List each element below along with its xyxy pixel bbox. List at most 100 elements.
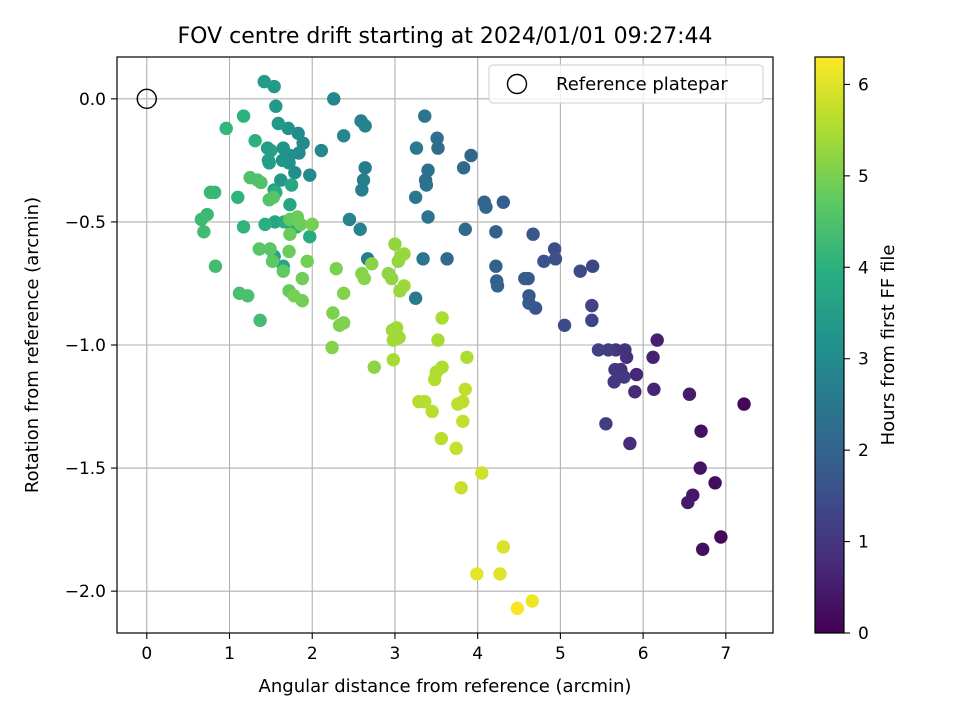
scatter-point	[271, 116, 286, 131]
scatter-point	[325, 340, 339, 355]
scatter-point	[197, 225, 211, 239]
scatter-point	[326, 306, 340, 320]
x-axis-label: Angular distance from reference (arcmin)	[259, 676, 632, 697]
scatter-point	[203, 185, 218, 200]
scatter-point	[434, 431, 448, 446]
colorbar-tick-label: 0	[858, 624, 869, 644]
scatter-point	[573, 264, 587, 278]
y-tick-label: −1.0	[65, 336, 106, 356]
legend: Reference platepar	[488, 64, 764, 104]
colorbar-tick-label: 1	[858, 533, 869, 553]
scatter-point	[418, 109, 432, 123]
scatter-point	[425, 404, 439, 419]
scatter-point	[295, 271, 310, 286]
scatter-point	[693, 461, 707, 475]
scatter-point	[287, 289, 301, 303]
colorbar-tick-label: 3	[858, 350, 869, 370]
y-axis-ticks: 0.0 −0.5 −1.0 −1.5 −2.0	[65, 90, 117, 602]
scatter-point	[430, 131, 444, 145]
scatter-point	[479, 200, 493, 214]
colorbar-tick-label: 4	[858, 258, 869, 278]
scatter-point	[248, 133, 262, 148]
scatter-point	[599, 417, 613, 431]
scatter-point	[397, 247, 411, 261]
colorbar-tick-label: 5	[858, 167, 869, 187]
scatter-point	[490, 279, 505, 293]
scatter-point	[265, 254, 280, 269]
scatter-point	[454, 481, 468, 495]
scatter-point	[493, 567, 507, 581]
colorbar-label: Hours from first FF file	[878, 245, 899, 446]
scatter-point	[629, 367, 644, 382]
scatter-point	[628, 385, 642, 399]
scatter-point	[357, 271, 372, 286]
scatter-point	[283, 197, 297, 212]
scatter-point	[537, 254, 551, 269]
scatter-point	[336, 316, 351, 330]
scatter-point	[336, 286, 351, 301]
x-tick-label: 7	[720, 644, 731, 664]
scatter-point	[267, 79, 281, 94]
scatter-point	[585, 298, 599, 313]
scatter-point	[358, 161, 372, 175]
scatter-point	[358, 119, 372, 133]
scatter-point	[470, 567, 484, 581]
scatter-point	[526, 227, 540, 241]
scatter-point	[681, 495, 695, 510]
x-tick-label: 2	[307, 644, 318, 664]
scatter-point	[518, 271, 532, 286]
scatter-point	[276, 264, 290, 278]
x-tick-label: 0	[141, 644, 152, 664]
scatter-point	[293, 217, 308, 232]
scatter-point	[253, 313, 267, 328]
scatter-point	[419, 178, 434, 192]
scatter-point	[456, 394, 470, 409]
scatter-point	[601, 343, 616, 357]
scatter-point	[408, 291, 423, 305]
scatter-point	[496, 540, 511, 554]
scatter-point	[397, 279, 411, 293]
scatter-point	[421, 210, 435, 224]
scatter-point	[274, 173, 288, 187]
scatter-point	[288, 165, 302, 180]
x-tick-label: 4	[472, 644, 483, 664]
scatter-point	[460, 350, 474, 365]
colorbar-tick-label: 6	[858, 75, 869, 95]
scatter-point	[694, 424, 708, 438]
scatter-point	[327, 92, 341, 106]
scatter-point	[236, 109, 251, 123]
y-tick-label: −1.5	[65, 459, 106, 479]
scatter-point	[435, 311, 449, 325]
colorbar-frame	[814, 56, 845, 634]
scatter-point	[305, 217, 319, 232]
scatter-point	[431, 141, 445, 155]
scatter-point	[194, 212, 209, 227]
x-tick-label: 3	[390, 644, 401, 664]
y-axis-label: Rotation from reference (arcmin)	[22, 197, 43, 493]
scatter-point	[388, 237, 402, 251]
scatter-point	[458, 222, 472, 237]
scatter-point	[236, 220, 251, 234]
scatter-point	[522, 296, 536, 310]
scatter-point	[291, 126, 305, 141]
scatter-point	[353, 222, 367, 237]
scatter-point	[303, 168, 317, 182]
scatter-point	[496, 195, 511, 209]
scatter-point	[489, 259, 503, 273]
scatter-point	[458, 382, 472, 397]
scatter-point	[231, 190, 245, 205]
scatter-point	[409, 141, 424, 155]
scatter-point	[418, 394, 432, 409]
y-tick-label: −0.5	[65, 213, 106, 233]
scatter-point	[241, 289, 255, 303]
scatter-point	[416, 252, 430, 266]
scatter-point	[489, 225, 503, 239]
x-tick-label: 1	[224, 644, 235, 664]
scatter-points	[194, 74, 751, 616]
scatter-point	[591, 343, 606, 357]
scatter-point	[547, 242, 562, 256]
scatter-point	[440, 252, 454, 266]
scatter-point	[262, 156, 276, 170]
x-tick-label: 6	[638, 644, 649, 664]
scatter-point	[608, 362, 622, 377]
